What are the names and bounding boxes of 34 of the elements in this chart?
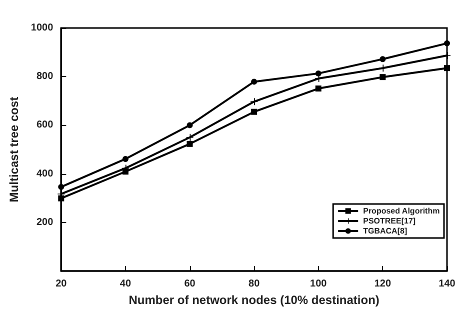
y-axis-title: Multicast tree cost: [7, 96, 21, 202]
point: [186, 140, 193, 147]
y-tick-label: 1000: [30, 22, 54, 34]
point: [315, 86, 322, 92]
y-tick-label: 800: [36, 71, 54, 82]
x-tick-label: 60: [184, 278, 196, 290]
point: [122, 168, 128, 175]
y-tick-label: 200: [36, 216, 54, 228]
point: [58, 184, 64, 190]
x-tick-label: 20: [56, 278, 68, 290]
point: [444, 40, 450, 46]
x-axis-title: Number of network nodes (10% destination): [128, 292, 380, 307]
point: [58, 195, 64, 202]
y-tick-label: 600: [36, 120, 54, 131]
point: [379, 64, 386, 72]
legend-label: Proposed Algorithm: [363, 206, 440, 216]
x-tick-label: 80: [248, 278, 260, 290]
point: [122, 156, 128, 162]
point: [444, 65, 450, 72]
x-tick-label: 40: [120, 278, 132, 290]
point: [380, 56, 386, 62]
point: [315, 70, 322, 76]
legend-label: TGBACA[8]: [363, 226, 408, 236]
point: [251, 108, 258, 115]
y-tick-label: 400: [36, 168, 54, 180]
x-tick-label: 140: [438, 278, 456, 290]
point: [250, 98, 258, 106]
point: [251, 78, 258, 85]
point: [186, 122, 193, 128]
point: [444, 52, 450, 59]
x-tick-label: 120: [374, 278, 392, 290]
legend-label: PSOTREE[17]: [363, 216, 416, 226]
x-tick-label: 100: [310, 278, 328, 290]
point: [380, 74, 386, 80]
